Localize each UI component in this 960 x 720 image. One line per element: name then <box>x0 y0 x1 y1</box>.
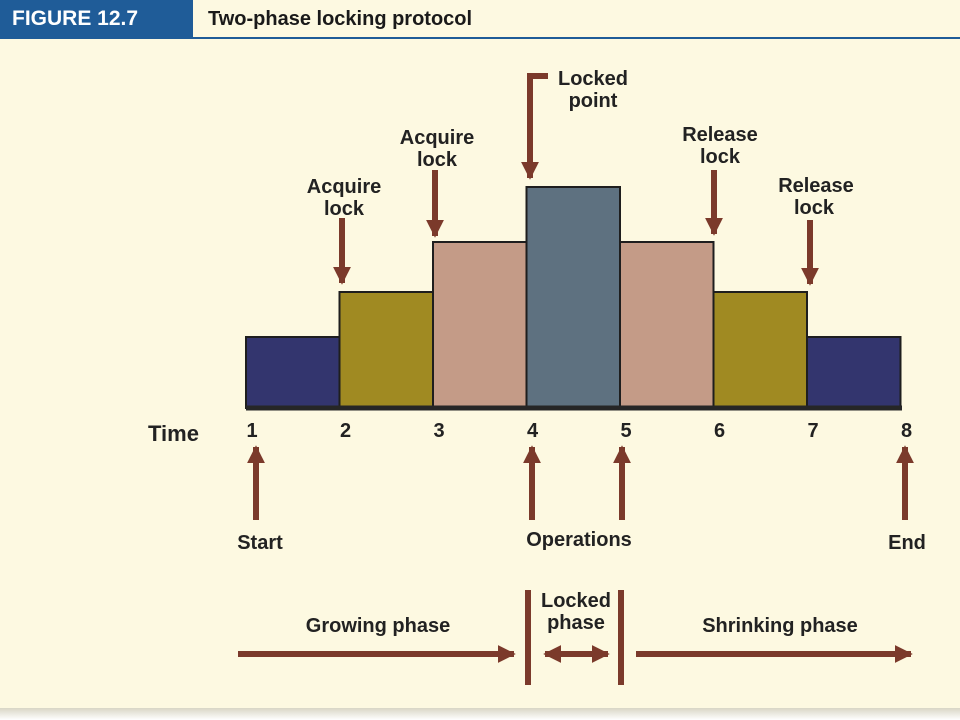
shrinking-phase-label: Shrinking phase <box>702 615 858 637</box>
figure-header: FIGURE 12.7 Two-phase locking protocol <box>0 0 960 39</box>
time-tick-1: 1 <box>246 420 257 442</box>
time-tick-2: 2 <box>340 420 351 442</box>
lock-step-6 <box>712 291 808 409</box>
header-rule <box>0 37 960 39</box>
label-line: lock <box>417 149 458 171</box>
time-axis-label: Time <box>148 421 199 446</box>
locked-point: Locked point <box>521 68 628 180</box>
lock-step-4 <box>525 186 621 409</box>
label-line: point <box>569 90 618 112</box>
label-line: Acquire <box>307 176 381 198</box>
locked-phase-label-line1: Locked <box>541 590 611 612</box>
lock-step-3 <box>432 241 528 409</box>
lock-step-7 <box>806 336 902 409</box>
acquire-lock-1: Acquire lock <box>307 176 381 285</box>
time-tick-5: 5 <box>620 420 631 442</box>
figure-number: FIGURE 12.7 <box>0 0 193 38</box>
label-line: lock <box>324 198 365 220</box>
time-ticks: 1 2 3 4 5 6 7 8 <box>246 420 912 442</box>
time-tick-7: 7 <box>807 420 818 442</box>
start-label: Start <box>237 532 283 554</box>
figure-title: Two-phase locking protocol <box>208 8 473 30</box>
label-line: Acquire <box>400 127 474 149</box>
lock-step-2 <box>338 291 434 409</box>
release-lock-1: Release lock <box>682 124 758 236</box>
label-line: Release <box>682 124 758 146</box>
label-line: lock <box>794 197 835 219</box>
lock-step-5 <box>619 241 715 409</box>
time-tick-4: 4 <box>527 420 539 442</box>
release-lock-2: Release lock <box>778 175 854 286</box>
locked-phase-label-line2: phase <box>547 612 605 634</box>
time-tick-8: 8 <box>901 420 912 442</box>
label-line: Release <box>778 175 854 197</box>
bottom-shadow <box>0 708 960 720</box>
growing-phase-label: Growing phase <box>306 615 450 637</box>
end-label: End <box>888 532 926 554</box>
label-line: Locked <box>558 68 628 90</box>
time-tick-3: 3 <box>433 420 444 442</box>
locked-point-arrow <box>521 73 548 180</box>
acquire-lock-2: Acquire lock <box>400 127 474 238</box>
time-tick-6: 6 <box>714 420 725 442</box>
lock-steps <box>245 186 902 409</box>
lock-step-1 <box>245 336 341 409</box>
label-line: lock <box>700 146 741 168</box>
operations-label: Operations <box>526 529 632 551</box>
